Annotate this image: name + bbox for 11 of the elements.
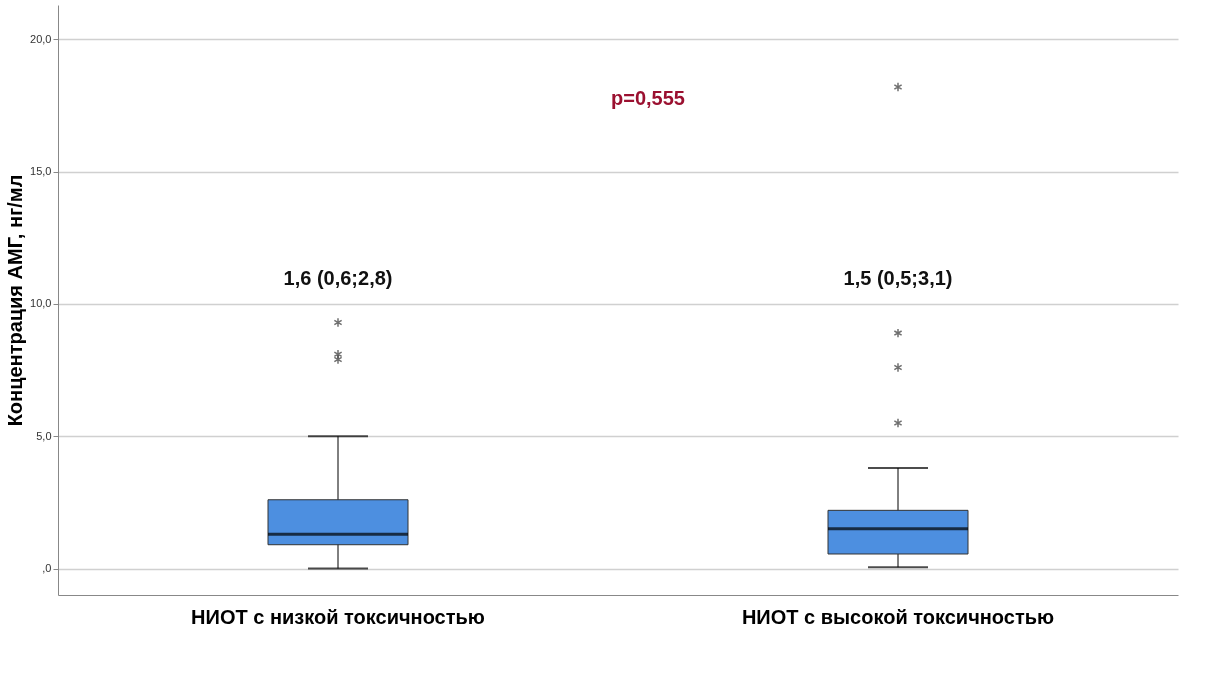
annotation: 1,6 (0,6;2,8) — [283, 267, 393, 290]
y-tick-label: 15,0 — [30, 165, 52, 178]
y-tick-label: 10,0 — [30, 297, 52, 310]
annotation: p=0,555 — [611, 87, 685, 110]
annotation: 1,5 (0,5;3,1) — [843, 267, 953, 290]
x-tick-label: НИОТ с высокой токсичностью — [741, 605, 1055, 628]
y-axis-title: Концентрация АМГ, нг/мл — [4, 174, 27, 427]
y-tick-label: 5,0 — [36, 429, 52, 442]
y-tick-label: 20,0 — [30, 32, 52, 45]
y-tick-label: ,0 — [42, 562, 52, 575]
x-tick-label: НИОТ с низкой токсичностью — [191, 605, 485, 628]
